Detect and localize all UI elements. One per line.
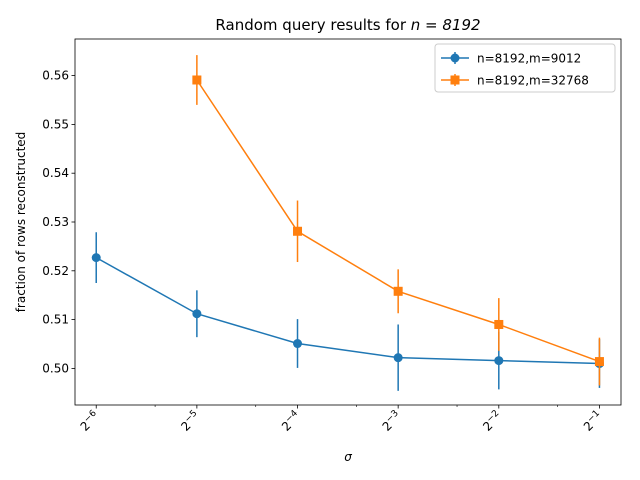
- data-point: [393, 286, 403, 296]
- chart-title-math: n = 8192: [411, 16, 481, 34]
- y-tick-label: 0.52: [42, 264, 69, 278]
- y-tick-label: 0.53: [42, 215, 69, 229]
- data-point: [494, 356, 504, 366]
- y-tick-label: 0.51: [42, 313, 69, 327]
- y-tick-label: 0.54: [42, 166, 69, 180]
- legend-marker: [450, 75, 460, 85]
- legend-marker: [450, 53, 460, 63]
- data-point: [91, 253, 101, 263]
- data-point: [192, 309, 202, 319]
- series-layer: [91, 55, 604, 391]
- y-tick-label: 0.56: [42, 69, 69, 83]
- legend-item-2: n=8192,m=32768: [441, 74, 589, 88]
- y-axis: 0.50 0.51 0.52 0.53 0.54 0.55 0.56: [42, 69, 75, 375]
- data-point: [494, 319, 504, 329]
- data-point: [293, 226, 303, 236]
- legend-box: [434, 43, 616, 93]
- y-axis-label: fraction of rows reconstructed: [14, 132, 28, 313]
- chart-title-prefix: Random query results for: [215, 16, 410, 34]
- data-point: [293, 339, 303, 349]
- legend: n=8192,m=9012 n=8192,m=32768: [434, 43, 616, 93]
- series-2: [192, 55, 604, 386]
- chart-title: Random query results for n = 8192: [215, 16, 480, 34]
- data-point: [393, 353, 403, 363]
- y-tick-label: 0.55: [42, 117, 69, 131]
- legend-item-1: n=8192,m=9012: [441, 52, 581, 66]
- legend-label: n=8192,m=9012: [477, 52, 581, 66]
- series-1: [91, 232, 604, 391]
- legend-label: n=8192,m=32768: [477, 74, 589, 88]
- series-line: [95, 256, 600, 365]
- data-point: [594, 357, 604, 367]
- x-axis-label: σ: [344, 450, 352, 464]
- data-point: [192, 75, 202, 85]
- y-tick-label: 0.50: [42, 361, 69, 375]
